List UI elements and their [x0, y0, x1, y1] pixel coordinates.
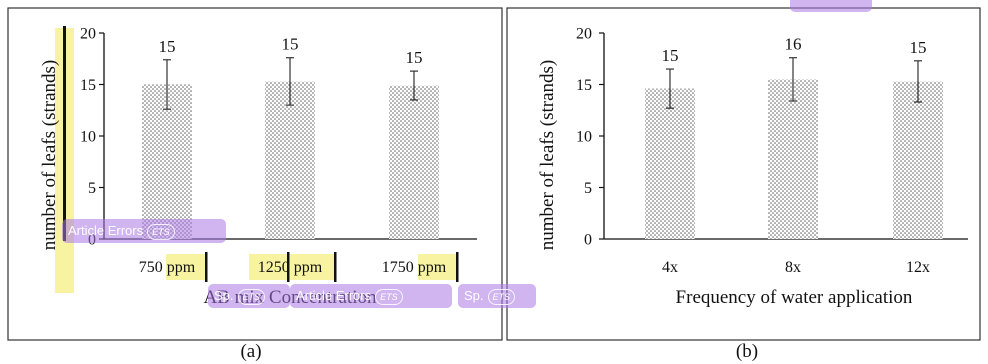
data-label: 15 [282, 35, 299, 54]
edit-mark-ppm-2 [334, 252, 337, 282]
bar [265, 81, 315, 239]
panel-label: (b) [736, 341, 758, 362]
edit-mark-ppm-1 [205, 252, 208, 282]
x-tick-label: 4x [662, 259, 678, 276]
sp-tag-2[interactable]: Sp. ETS [458, 284, 536, 308]
yellow-highlight-ppm-3 [418, 254, 458, 280]
y-tick-label: 20 [576, 26, 592, 43]
bar [893, 81, 943, 239]
sp-tag-1[interactable]: Sp. ETS [208, 284, 290, 308]
yellow-highlight-ppm-2 [290, 254, 336, 280]
x-tick-label: 1250 ppm [258, 259, 323, 276]
ets-badge-icon: ETS [375, 288, 403, 305]
y-axis-title: number of leafs (strands) [39, 60, 60, 250]
edit-mark-ylabel [63, 26, 66, 241]
data-label: 15 [910, 38, 927, 57]
ets-badge-icon: ETS [237, 288, 266, 305]
article-errors-tag-1-label: Article Errors [68, 223, 144, 238]
data-label: 15 [406, 48, 423, 67]
chart-panel-b: 0 5 10 15 20 15 4x 16 8x 15 12x Frequency of water … [537, 26, 968, 362]
x-axis-title: Frequency of water application [676, 287, 913, 308]
yellow-highlight-ppm-1 [166, 254, 206, 280]
data-label: 16 [785, 35, 802, 54]
y-tick-label: 5 [584, 180, 592, 197]
panel-label: (a) [240, 341, 261, 362]
x-tick-label: 1750 ppm [382, 259, 447, 276]
yellow-highlight-1250 [249, 254, 287, 280]
y-tick-label: 15 [80, 77, 96, 94]
y-tick-label: 10 [576, 129, 592, 146]
bar [389, 85, 439, 239]
data-label: 15 [662, 46, 679, 65]
article-errors-tag-2-label: Article Errors [296, 288, 372, 303]
article-errors-tag-2[interactable]: Article Errors ETS [290, 284, 452, 308]
y-tick-label: 20 [80, 26, 96, 43]
edit-mark-ppm-3 [456, 252, 459, 282]
bar [645, 88, 695, 240]
panel-b-frame [506, 7, 981, 341]
x-tick-label: 12x [906, 259, 930, 276]
edit-mark-1250 [287, 252, 290, 282]
article-errors-tag-1[interactable]: Article Errors ETS [62, 219, 226, 243]
ets-badge-icon: ETS [487, 288, 516, 305]
x-tick-label: 8x [785, 259, 801, 276]
y-axis-title: number of leafs (strands) [537, 60, 558, 250]
x-tick-label: 750 ppm [139, 259, 196, 276]
bar [142, 84, 192, 239]
y-tick-label: 5 [88, 180, 96, 197]
y-tick-label: 10 [80, 129, 96, 146]
y-tick-label: 15 [576, 77, 592, 94]
y-tick-label: 0 [584, 232, 592, 249]
bar [768, 79, 818, 239]
sp-tag-2-label: Sp. [464, 288, 484, 303]
data-label: 15 [159, 37, 176, 56]
cropped-tag-top[interactable] [790, 0, 872, 12]
ets-badge-icon: ETS [147, 223, 175, 240]
sp-tag-1-label: Sp. [214, 288, 234, 303]
panel-a-frame [7, 7, 503, 341]
